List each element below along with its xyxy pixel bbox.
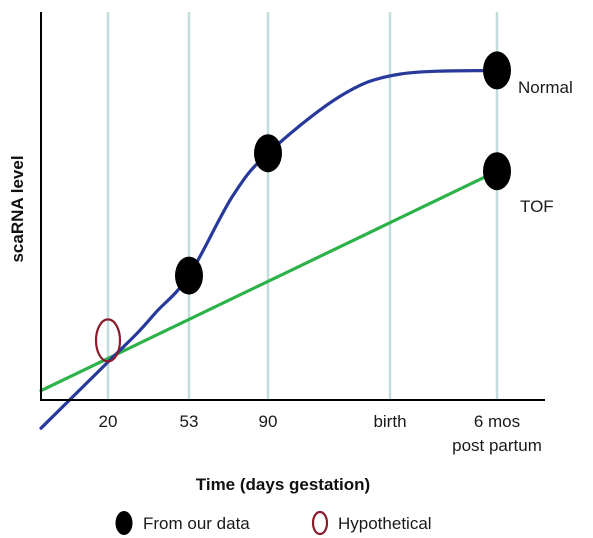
y-axis-title: scaRNA level — [8, 155, 27, 262]
legend-label-hypothetical: Hypothetical — [338, 514, 432, 533]
x-tick-label-5-line-2: post partum — [452, 436, 542, 455]
legend: From our data Hypothetical — [115, 510, 432, 536]
x-tick-label-4: birth — [373, 412, 406, 431]
x-tick-label-2: 53 — [180, 412, 199, 431]
legend-open-marker-icon — [311, 510, 329, 536]
series-lines — [39, 68, 499, 430]
x-axis-title: Time (days gestation) — [196, 475, 370, 494]
hypothetical-marker — [94, 318, 122, 363]
series-label-tof: TOF — [520, 197, 554, 216]
data-markers — [94, 51, 511, 363]
series-line-normal — [39, 68, 499, 430]
series-line-tof — [39, 169, 499, 393]
x-tick-label-5-line-1: 6 mos — [474, 412, 520, 431]
data-marker-normal-1 — [175, 256, 203, 295]
x-tick-labels: 20 53 90 birth 6 mos post partum — [99, 412, 542, 455]
series-label-normal: Normal — [518, 78, 573, 97]
data-marker-normal-3 — [483, 51, 511, 90]
data-marker-normal-2 — [254, 134, 282, 173]
data-marker-tof-1 — [483, 152, 511, 191]
x-tick-label-1: 20 — [99, 412, 118, 431]
legend-filled-marker-icon — [115, 511, 133, 535]
legend-label-from-our-data: From our data — [143, 514, 250, 533]
x-tick-label-3: 90 — [259, 412, 278, 431]
axes — [40, 12, 545, 401]
